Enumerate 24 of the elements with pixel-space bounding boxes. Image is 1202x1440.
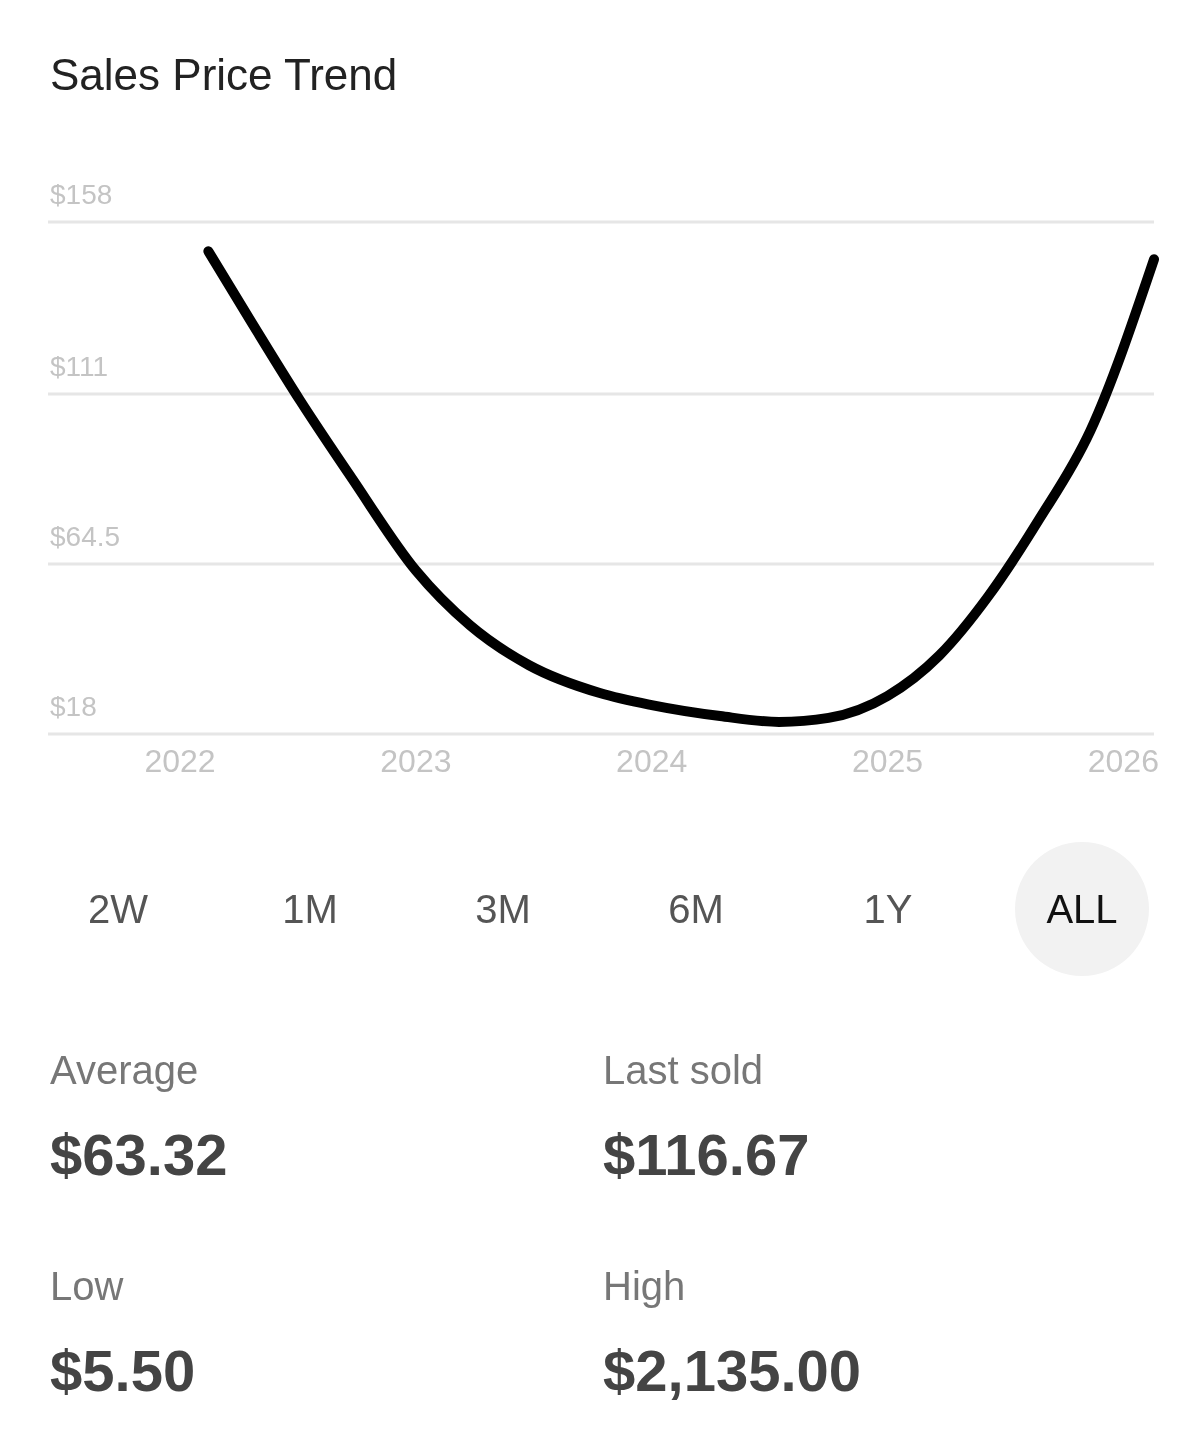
text: 1M <box>282 887 338 931</box>
text: 6M <box>668 887 724 931</box>
text: $63.32 <box>50 1122 228 1187</box>
text: $2,135.00 <box>603 1338 862 1403</box>
text: Last sold <box>603 1048 764 1092</box>
text: $5.50 <box>50 1338 196 1403</box>
x-tick-label: 2023 <box>380 743 452 779</box>
text: ALL <box>1046 887 1118 931</box>
text: 3M <box>475 887 531 931</box>
text: $116.67 <box>603 1122 810 1187</box>
text: High <box>603 1264 686 1308</box>
text: Low <box>50 1264 124 1308</box>
x-tick-label: 2022 <box>144 743 216 779</box>
y-tick-label: $18 <box>50 691 97 722</box>
chart-title: Sales Price Trend <box>50 50 398 99</box>
text: Average <box>50 1048 199 1092</box>
x-tick-label: 2025 <box>851 743 924 779</box>
text: 2W <box>88 887 149 931</box>
y-tick-label: $64.5 <box>50 520 121 552</box>
x-tick-label: 2024 <box>616 743 688 779</box>
y-tick-label: $158 <box>50 179 113 210</box>
y-tick-label: $111 <box>50 350 109 382</box>
text: 1Y <box>863 887 913 931</box>
x-tick-label: 2026 <box>1087 743 1159 779</box>
